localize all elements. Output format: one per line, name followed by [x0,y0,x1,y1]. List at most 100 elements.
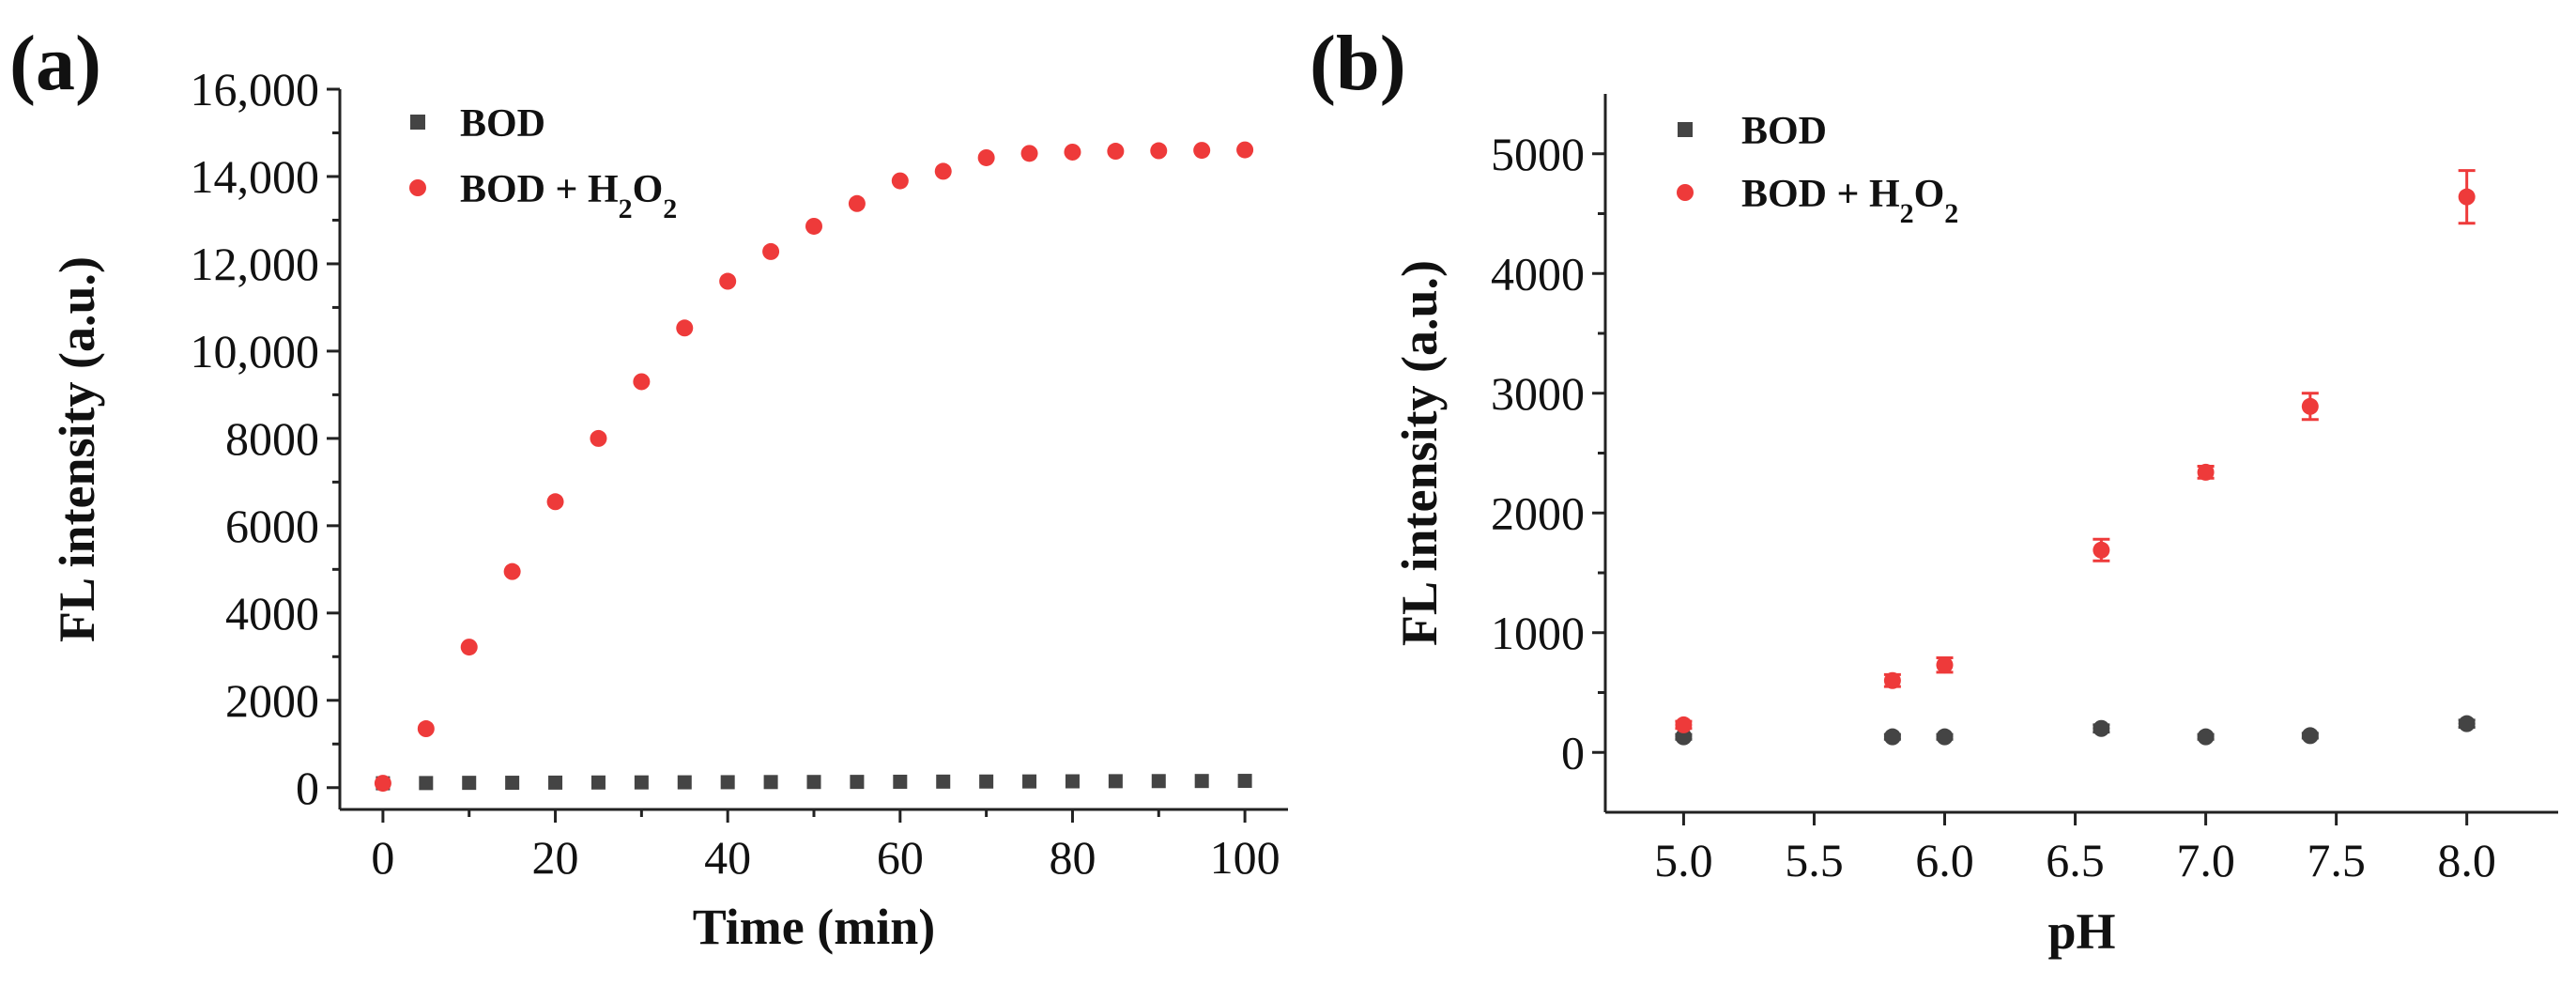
panel-b-y-tick-label: 2000 [1491,486,1585,539]
panel-b-point-bod [1936,728,1954,746]
panel-b-y-tick-label: 1000 [1491,607,1585,659]
panel-a-point-bod [462,776,477,791]
panel-a-point-bod [505,776,520,791]
panel-a-point-bod-h2o2 [546,493,564,511]
panel-b-axes: 5.0 5.5 6.0 6.5 7.0 7.5 8.0 0 1000 2000 3000 4000 50… [1491,94,2558,886]
panel-a-legend-marker-bod [410,115,425,130]
panel-b-x-tick-label: 7.5 [2307,834,2366,886]
panel-a-point-bod-h2o2 [1150,142,1168,160]
panel-b-y-tick-label: 3000 [1491,367,1585,420]
panel-a-point-bod-h2o2 [460,639,478,656]
panel-a-axes: 0 20 40 60 80 100 0 2000 4000 6000 8000 10,000 12,00… [191,63,1288,884]
panel-a-point-bod [979,774,994,789]
panel-b-legend-label-bod-h2o2: BOD + H2O2 [1741,173,1958,229]
panel-a-point-bod [1065,774,1080,789]
panel-b-point-bod-h2o2 [1883,671,1901,689]
panel-a-point-bod [936,774,951,789]
panel-b-point-bod [2458,715,2476,732]
panel-b-x-tick-label: 6.0 [1915,834,1974,886]
panel-a-point-bod [1194,774,1209,789]
panel-b-point-bod-h2o2 [2197,463,2215,481]
panel-a-y-tick-label: 16,000 [191,63,320,116]
panel-a-legend: BOD BOD + H2O2 [409,102,677,224]
panel-a-point-bod [850,775,865,790]
panel-a-legend-label-bod: BOD [460,102,545,146]
panel-a-y-tick-label: 4000 [225,587,319,639]
panel-a-point-bod-h2o2 [891,172,909,190]
panel-a-x-axis-title: Time (min) [693,899,935,955]
panel-b-x-tick-label: 7.0 [2176,834,2235,886]
panel-a-x-tick-label: 0 [371,831,394,884]
panel-b-point-bod-h2o2 [2301,397,2319,415]
panel-b-y-tick-label: 0 [1561,726,1585,778]
panel-a-x-tick-label: 20 [532,831,579,884]
panel-b-y-axis-title: FL intensity (a.u.) [1391,260,1448,646]
panel-a-point-bod [634,775,649,790]
panel-a-x-tick-label: 100 [1210,831,1280,884]
panel-a-x-tick-label: 60 [877,831,924,884]
panel-a-point-bod-h2o2 [1064,143,1081,161]
panel-a-point-bod-h2o2 [633,373,651,391]
panel-b-legend: BOD BOD + H2O2 [1677,110,1958,229]
panel-a-point-bod [1237,774,1252,789]
panel-a-point-bod [893,774,908,789]
panel-a-x-tick-label: 40 [704,831,751,884]
panel-a-point-bod-h2o2 [503,562,521,580]
panel-a-point-bod [590,775,606,790]
panel-a-y-axis-title: FL intensity (a.u.) [49,256,105,642]
panel-a-point-bod-h2o2 [762,242,780,260]
panel-b: (b) 5.0 5.5 6.0 6.5 7.0 7.5 8.0 0 1000 2000 3000 40… [1310,20,2558,960]
panel-b-legend-marker-bod-h2o2 [1677,184,1694,201]
panel-b-x-tick-label: 6.5 [2046,834,2105,886]
panel-a-point-bod-h2o2 [374,775,391,793]
panel-a-point-bod-h2o2 [1236,141,1254,159]
panel-a-y-tick-label: 14,000 [191,150,320,203]
panel-b-point-bod [2093,719,2110,737]
panel-a-label: (a) [9,20,101,107]
panel-a-y-tick-label: 6000 [225,500,319,552]
panel-a-x-tick-label: 80 [1049,831,1096,884]
panel-b-point-bod [2301,727,2319,745]
panel-a-point-bod [1022,774,1037,789]
panel-a-point-bod [763,775,778,790]
panel-a-y-tick-label: 10,000 [191,325,320,377]
panel-b-y-tick-label: 4000 [1491,247,1585,300]
panel-a-point-bod-h2o2 [934,162,952,180]
panel-a-point-bod [548,775,563,790]
panel-a-point-bod [419,776,434,791]
panel-a-legend-label-bod-h2o2: BOD + H2O2 [460,168,677,224]
panel-a-point-bod-h2o2 [1020,145,1038,162]
panel-b-x-tick-label: 5.5 [1785,834,1844,886]
panel-a-point-bod-h2o2 [805,217,822,235]
panel-b-point-bod-h2o2 [1936,656,1954,674]
panel-b-point-bod [1883,728,1901,746]
panel-b-point-bod-h2o2 [2458,188,2476,206]
panel-a-point-bod-h2o2 [977,148,995,166]
panel-a-point-bod-h2o2 [417,720,435,738]
panel-a-point-bod [1151,774,1166,789]
panel-b-point-bod-h2o2 [1675,716,1693,733]
panel-b-data-marks [1675,169,2476,746]
panel-a-y-tick-label: 2000 [225,674,319,727]
panel-a-point-bod-h2o2 [590,429,607,447]
panel-a-point-bod [806,775,821,790]
panel-b-point-bod [2197,728,2215,746]
panel-b-legend-marker-bod [1678,122,1693,137]
panel-a-point-bod-h2o2 [1193,142,1211,160]
panel-a-point-bod-h2o2 [719,272,737,290]
panel-b-legend-label-bod: BOD [1741,110,1827,153]
panel-a: (a) 0 20 40 60 80 100 0 2000 4000 6000 8000 10,000 1… [9,20,1288,955]
panel-a-point-bod-h2o2 [676,319,694,337]
panel-a-y-tick-label: 12,000 [191,238,320,290]
panel-a-y-tick-label: 0 [296,762,319,814]
panel-b-point-bod [1675,728,1693,746]
panel-b-point-bod-h2o2 [2093,541,2110,559]
panel-a-data-marks [374,141,1254,793]
panel-b-y-tick-label: 5000 [1491,128,1585,180]
panel-a-y-tick-label: 8000 [225,412,319,465]
panel-b-x-axis-title: pH [2047,903,2115,960]
panel-a-point-bod [720,775,735,790]
panel-a-point-bod [1108,774,1123,789]
panel-a-point-bod-h2o2 [1107,143,1125,161]
panel-a-point-bod [677,775,692,790]
